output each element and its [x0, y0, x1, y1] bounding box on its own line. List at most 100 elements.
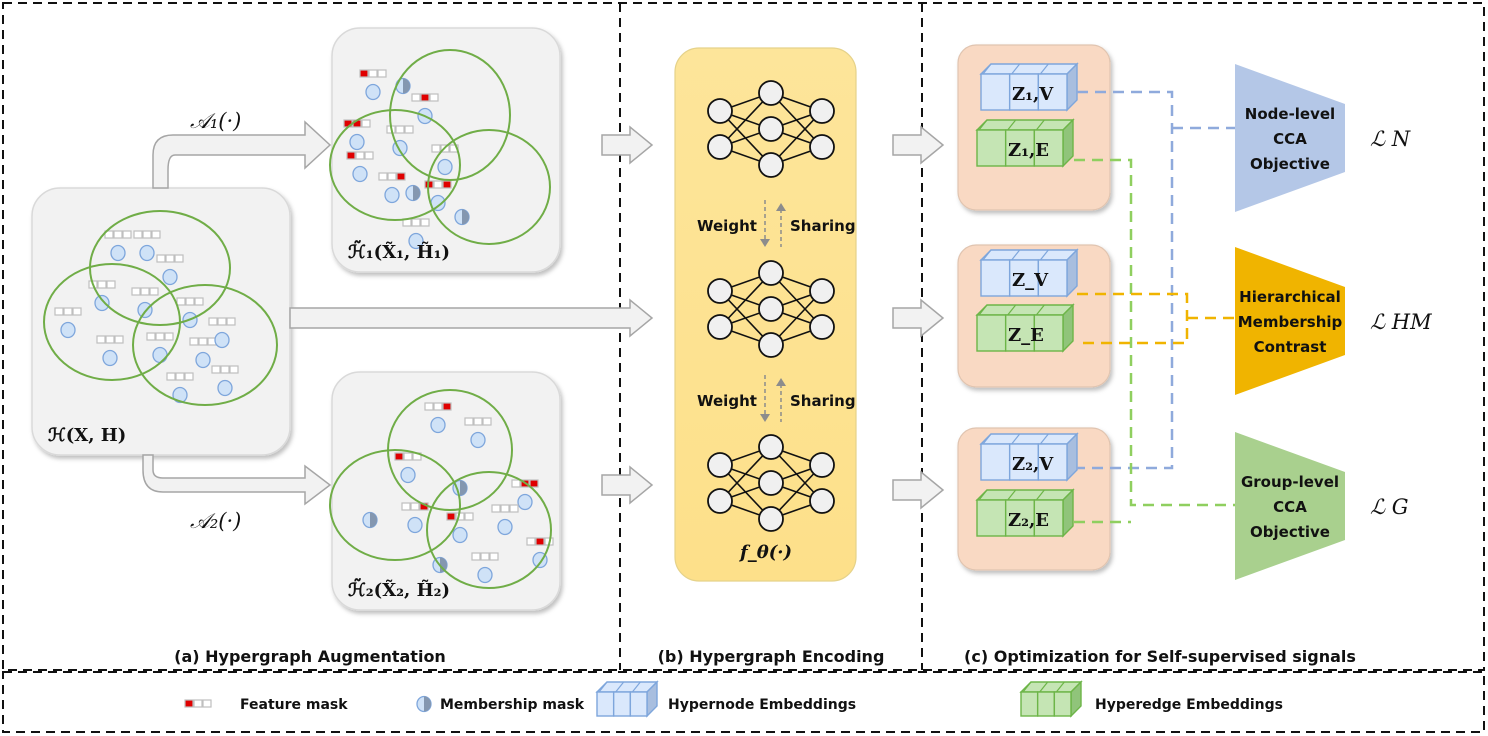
cube-edge: [1039, 681, 1049, 693]
loss-label: ℒ HM: [1370, 310, 1432, 334]
feature-cell: [189, 337, 199, 346]
feature-cell: [185, 297, 195, 306]
cube-cell: [1008, 73, 1040, 111]
cube-cell: [612, 691, 632, 717]
feature-cell: [473, 417, 483, 426]
feature-cell: [404, 125, 414, 134]
feature-cell: [184, 372, 194, 381]
feature-cell: [464, 512, 474, 521]
legend: Feature mask Membership mask Hypernode Emb…: [184, 680, 1283, 718]
feature-cell: [511, 479, 521, 488]
neuron: [809, 452, 835, 478]
feature-cell: [491, 504, 501, 513]
feature-cell: [174, 254, 184, 263]
legend-frame: [2, 671, 1485, 733]
feature-cell: [229, 365, 239, 374]
hypergraph-label: ℋ̃₂(X̃₂, H̃₂): [348, 578, 450, 601]
cube-top: [975, 304, 1075, 316]
cube-top: [979, 63, 1079, 75]
feature-cell: [114, 335, 124, 344]
feature-cell: [480, 552, 490, 561]
cube-cell: [980, 259, 1011, 297]
masked-feature-cell: [420, 93, 430, 102]
weight-label: Weight: [697, 392, 757, 410]
feature-cell: [429, 93, 439, 102]
arrow-to-aug2: [142, 454, 332, 506]
neuron: [809, 278, 835, 304]
masked-feature-cell: [394, 452, 404, 461]
feature-cell: [355, 151, 365, 160]
neuron: [707, 134, 733, 160]
feature-cell: [424, 402, 434, 411]
feature-cell: [72, 307, 82, 316]
neural-network-view-2: [707, 434, 835, 532]
legend-hypernode: Hypernode Embeddings: [668, 697, 856, 713]
neuron: [758, 434, 784, 460]
objective-text: Group-level: [1241, 473, 1339, 491]
hypernode: [407, 516, 423, 534]
cube-top: [975, 489, 1075, 501]
hm-link: [1077, 292, 1235, 345]
feature-cell: [211, 365, 221, 374]
hyperedge-embedding-label: Z_E: [1008, 325, 1044, 346]
neuron: [809, 314, 835, 340]
cube-edge: [982, 249, 992, 261]
objective-text: Objective: [1250, 523, 1330, 541]
legend-hyperedge: Hyperedge Embeddings: [1095, 697, 1283, 713]
feature-cell: [217, 317, 227, 326]
arrow-aug1-to-encoder: [601, 125, 654, 165]
hyperedge-embedding: [975, 118, 1075, 168]
cube-cell: [976, 129, 1007, 167]
neuron: [809, 134, 835, 160]
arrow-head-icon: [776, 378, 786, 386]
feature-cell: [142, 230, 152, 239]
hypernode: [162, 268, 178, 286]
cube-edge: [1039, 433, 1049, 445]
feature-cell: [482, 417, 492, 426]
feature-cell: [202, 699, 212, 708]
cube-edge: [1011, 63, 1021, 75]
feature-cell: [133, 230, 143, 239]
hypernode: [517, 493, 533, 511]
cube-edge: [978, 489, 988, 501]
hypernode: [60, 321, 76, 339]
feature-cell: [378, 172, 388, 181]
masked-feature-cell: [184, 699, 194, 708]
neuron: [707, 488, 733, 514]
feature-cell: [411, 93, 421, 102]
main-frame: [2, 2, 1485, 671]
cube-cell: [629, 691, 648, 717]
cube-edge: [1007, 489, 1017, 501]
hypernode: [365, 83, 381, 101]
arrow-encoder-to-embedding-2: [892, 298, 945, 338]
section-label-b: (b) Hypergraph Encoding: [658, 647, 885, 666]
feature-cell: [433, 180, 443, 189]
cube-cell: [1037, 443, 1068, 481]
sharing-label: Sharing: [790, 217, 856, 235]
hypernode: [349, 133, 365, 151]
cube-cell: [1020, 691, 1039, 717]
arrow-encoder-to-embedding-1: [892, 125, 945, 165]
hypergraph-label: ℋ̃₁(X̃₁, H̃₁): [348, 240, 450, 263]
neuron: [707, 278, 733, 304]
hypernode-embedding-label: Z₁,V: [1012, 84, 1054, 105]
hypernode: [102, 349, 118, 367]
objective-2: [1235, 247, 1345, 395]
neuron: [809, 488, 835, 514]
feature-cell: [433, 402, 443, 411]
feature-cell: [96, 335, 106, 344]
feature-cell: [509, 504, 519, 513]
masked-feature-cell: [359, 69, 369, 78]
arrow-encoder-to-embedding-3: [892, 470, 945, 510]
feature-cell: [368, 69, 378, 78]
original-hypergraph: ℋ(X, H): [31, 187, 291, 456]
feature-cell: [54, 307, 64, 316]
cube-edge: [1055, 681, 1065, 693]
hypergraph-encoding-section: Weight Sharing Weight Sharing f_θ(·): [674, 47, 945, 582]
edge-link: [1074, 158, 1235, 507]
hypernode: [352, 165, 368, 183]
legend-membership-mask: Membership mask: [440, 697, 585, 713]
objective-text: CCA: [1273, 498, 1307, 516]
feature-cell: [431, 144, 441, 153]
arrow-head-icon: [760, 239, 770, 247]
